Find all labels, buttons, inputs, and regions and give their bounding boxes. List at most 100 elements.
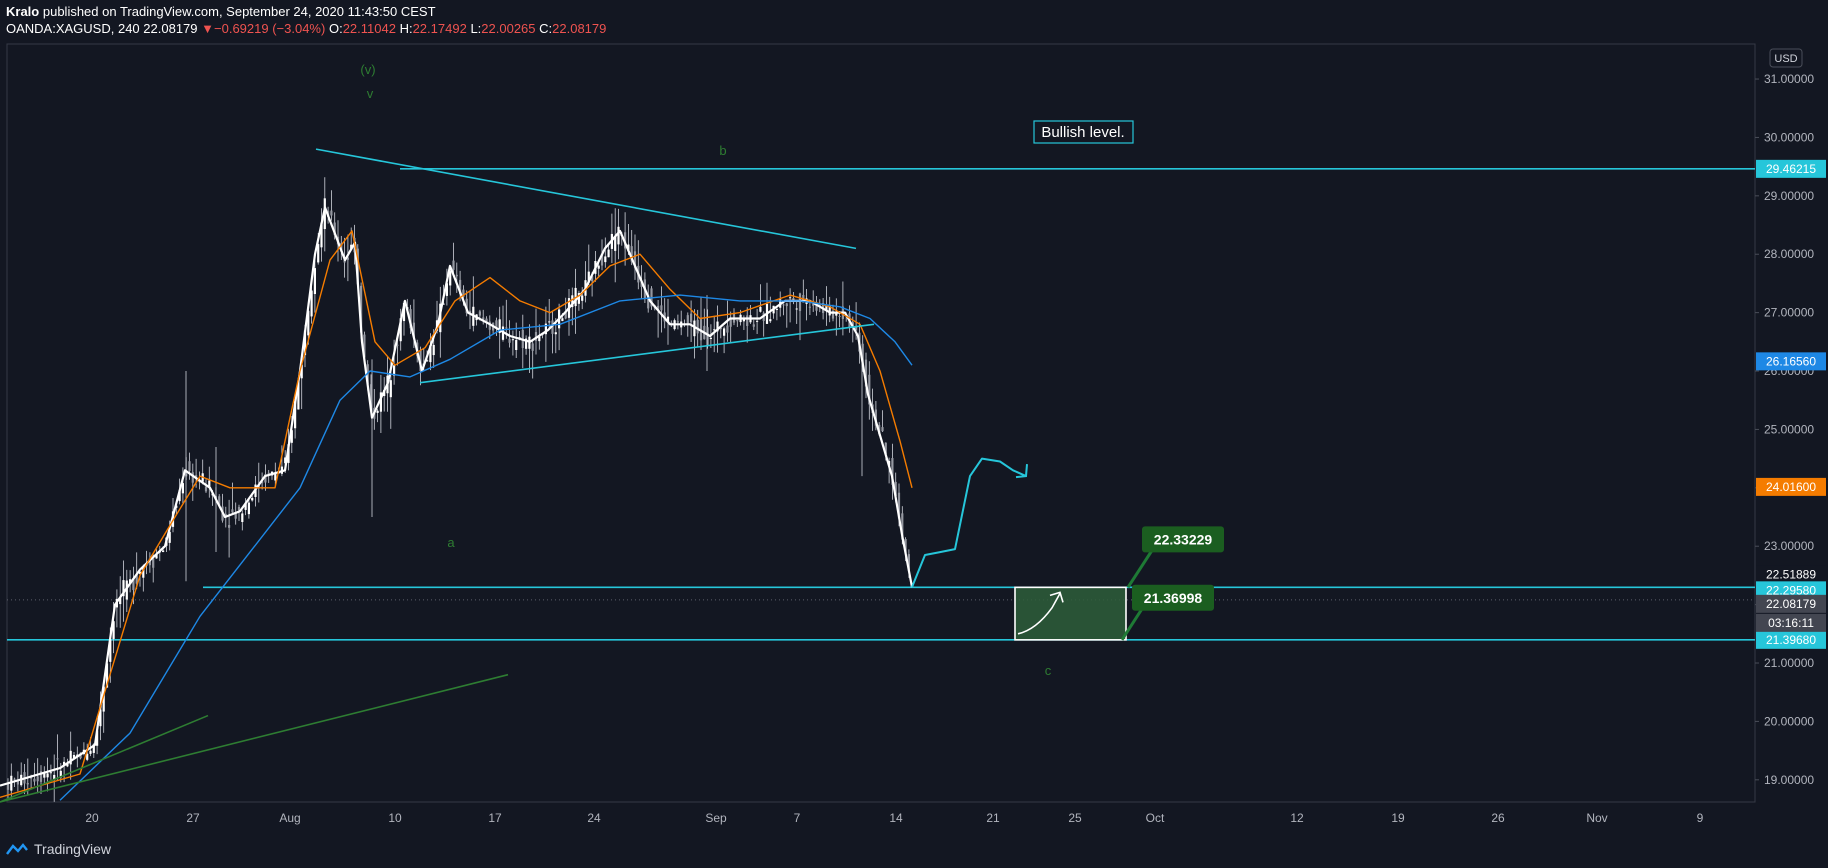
candle-body: [736, 320, 739, 322]
candle-body: [835, 312, 838, 316]
candle-body: [452, 260, 455, 270]
candle-body: [449, 271, 452, 286]
candle-body: [99, 709, 102, 727]
candle-body: [350, 244, 353, 250]
candle-body: [46, 773, 49, 778]
candle-body: [363, 334, 366, 358]
candle-body: [561, 318, 564, 322]
candle-body: [119, 597, 122, 605]
high-value: 22.17492: [412, 21, 467, 36]
hand-drawn-arrow: [1017, 592, 1061, 635]
candle-body: [195, 475, 198, 478]
candle-body: [330, 210, 333, 216]
candle-body: [581, 295, 584, 301]
tradingview-logo[interactable]: TradingView: [6, 841, 111, 857]
candle-body: [554, 332, 557, 335]
y-tick-label: 31.00000: [1764, 72, 1814, 86]
trend-line: [0, 714, 209, 803]
candle-body: [181, 483, 184, 494]
x-tick-label: 10: [388, 811, 402, 825]
candle-body: [686, 315, 689, 325]
candle-body: [237, 506, 241, 511]
price-tags: 29.46215 26.16560 24.01600 22.51889 22.29580…: [1756, 159, 1826, 649]
candle-body: [818, 304, 821, 306]
candle-body: [69, 750, 72, 765]
x-tick-label: 7: [794, 811, 801, 825]
candle-body: [742, 319, 745, 322]
support-zone[interactable]: 22.33229 21.36998: [1014, 526, 1224, 641]
candle-body: [36, 776, 39, 782]
candle-body: [861, 343, 864, 367]
x-tick-label: 17: [488, 811, 502, 825]
candle-body: [188, 461, 191, 472]
currency-label: USD: [1774, 53, 1797, 65]
footer: [0, 836, 1828, 868]
x-tick-label: 25: [1068, 811, 1082, 825]
price-tag-label: 22.08179: [1766, 597, 1816, 611]
candle-body: [92, 744, 95, 753]
x-tick-label: Nov: [1586, 811, 1607, 825]
candle-body: [86, 753, 89, 760]
candle-body: [16, 779, 19, 785]
candle-body: [251, 497, 254, 501]
candle-body: [855, 326, 858, 331]
y-tick-label: 20.00000: [1764, 714, 1814, 728]
candle-body: [759, 306, 762, 312]
candle-body: [884, 442, 887, 455]
wave-label: c: [1045, 663, 1052, 678]
candle-body: [482, 317, 485, 321]
tradingview-icon: [6, 843, 28, 855]
candle-body: [901, 513, 904, 540]
trend-line: [419, 323, 875, 384]
candle-body: [257, 485, 260, 489]
callout-connector: [1120, 607, 1144, 641]
candle-body: [851, 322, 854, 326]
arrow-head-icon: [1049, 591, 1064, 603]
candle-body: [442, 303, 445, 305]
candle-body: [152, 558, 155, 568]
candle-body: [462, 289, 465, 297]
candle-body: [218, 496, 221, 506]
candle-body: [544, 323, 547, 335]
tradingview-brand: TradingView: [34, 841, 112, 857]
candle-body: [485, 318, 488, 323]
candle-body: [402, 302, 406, 322]
x-tick-label: 20: [85, 811, 99, 825]
candle-body: [825, 305, 828, 311]
candle-body: [891, 458, 894, 485]
x-tick-label: Aug: [279, 811, 300, 825]
candle-body: [465, 298, 468, 314]
price-tag-label: 24.01600: [1766, 480, 1816, 494]
symbol-ohlc: OANDA:XAGUSD, 240 22.08179 ▼−0.69219 (−3…: [6, 21, 606, 37]
candle-body: [346, 257, 349, 260]
x-tick-label: Oct: [1146, 811, 1165, 825]
publish-date: published on TradingView.com, September …: [42, 4, 436, 19]
projection-curve: [911, 457, 1027, 588]
candle-body: [109, 639, 112, 662]
candle-body: [241, 513, 244, 523]
wave-label: a: [447, 535, 455, 550]
candle-body: [789, 297, 792, 299]
y-tick-label: 19.00000: [1764, 773, 1814, 787]
price-tag-label: 22.29580: [1766, 583, 1816, 597]
candle-body: [716, 321, 719, 332]
y-tick-label: 21.00000: [1764, 656, 1814, 670]
candle-body: [798, 293, 802, 312]
candle-body: [72, 754, 76, 759]
y-tick-label: 28.00000: [1764, 247, 1814, 261]
price-tag-label: 29.46215: [1766, 162, 1816, 176]
candle-body: [317, 244, 320, 263]
price-tag-bg: [1756, 565, 1826, 584]
horizontal-levels: [7, 168, 1755, 641]
candle-body: [96, 730, 99, 746]
candle-body: [105, 663, 109, 688]
candle-body: [515, 340, 518, 350]
candle-body: [228, 524, 231, 528]
candle-body: [320, 222, 323, 248]
x-tick-label: 21: [986, 811, 1000, 825]
wave-label: b: [719, 143, 726, 158]
price-tag-bg: [1756, 630, 1826, 649]
candle-body: [138, 571, 142, 574]
currency-box: [1769, 48, 1803, 68]
